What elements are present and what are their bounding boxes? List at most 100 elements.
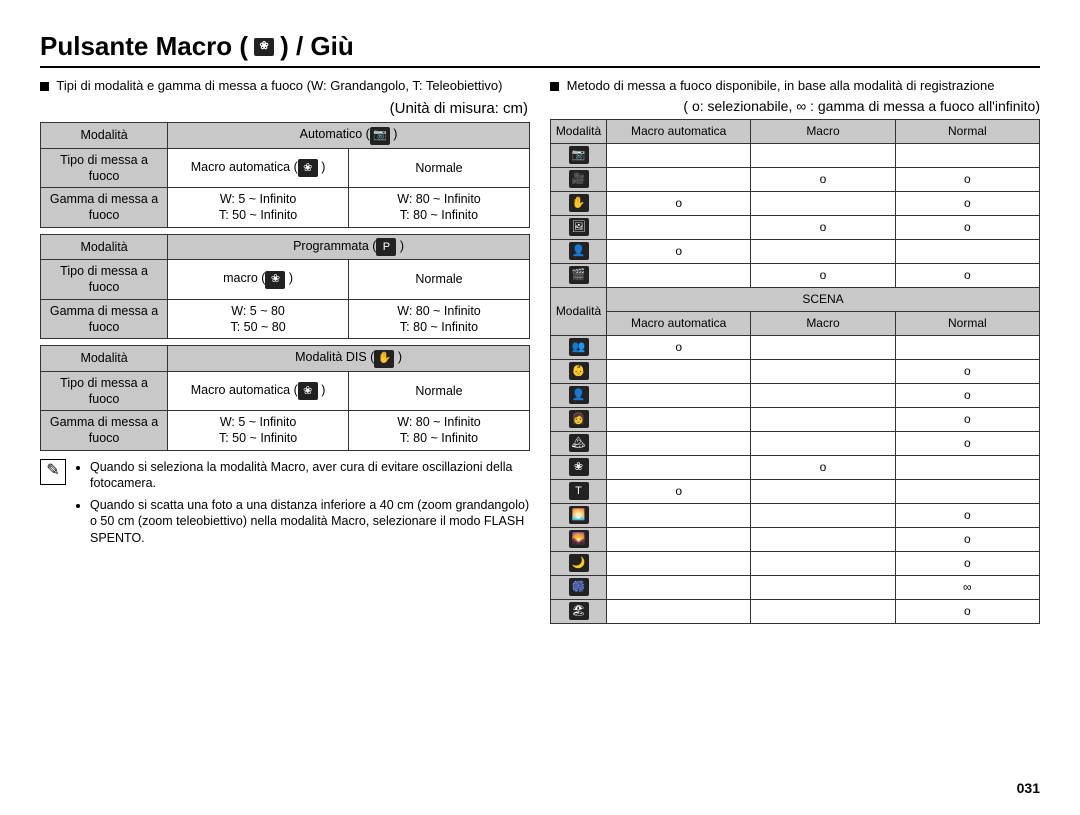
notes-list: Quando si seleziona la modalità Macro, a…	[76, 459, 530, 552]
range-label: Gamma di messa a fuoco	[41, 188, 168, 228]
mode-icon-3: 🖼	[569, 218, 589, 236]
grid-cell: o	[895, 503, 1039, 527]
grid-cell	[607, 527, 751, 551]
scene-mode-icon-5: ❀	[569, 458, 589, 476]
grid-cell	[751, 335, 895, 359]
grid-mode-icon: 👥	[551, 335, 607, 359]
grid-cell	[607, 383, 751, 407]
grid-mode-icon: 🌄	[551, 527, 607, 551]
focus-col1-icon: ❀	[265, 271, 285, 289]
range-label: Gamma di messa a fuoco	[41, 299, 168, 339]
grid-mode-icon: 🏔	[551, 431, 607, 455]
left-intro: Tipi di modalità e gamma di messa a fuoc…	[40, 78, 530, 95]
grid-cell	[607, 359, 751, 383]
spec-table-2: ModalitàModalità DIS (✋ )Tipo di messa a…	[40, 345, 530, 451]
grid-cell: o	[751, 263, 895, 287]
grid-mode-icon: 📷	[551, 143, 607, 167]
grid-cell	[607, 167, 751, 191]
grid-mode-header: Modalità	[551, 287, 607, 335]
note-item-1: Quando si scatta una foto a una distanza…	[90, 497, 530, 546]
grid-cell: o	[895, 215, 1039, 239]
bullet-square-icon	[550, 82, 559, 91]
scene-mode-icon-1: 👶	[569, 362, 589, 380]
grid-cell: o	[895, 263, 1039, 287]
grid-cell	[895, 335, 1039, 359]
left-column: Tipi di modalità e gamma di messa a fuoc…	[40, 78, 530, 624]
grid-cell	[751, 191, 895, 215]
scene-mode-icon-7: 🌅	[569, 506, 589, 524]
grid-mode-icon: 🎆	[551, 575, 607, 599]
grid-col-header-1: Macro	[751, 119, 895, 143]
grid-cell	[607, 455, 751, 479]
grid-cell: o	[895, 599, 1039, 623]
grid-cell: o	[895, 191, 1039, 215]
grid-cell	[607, 263, 751, 287]
grid-mode-icon: 🖼	[551, 215, 607, 239]
range-c1: W: 5 ~ 80T: 50 ~ 80	[168, 299, 349, 339]
grid-cell	[751, 239, 895, 263]
spec-table-1: ModalitàProgrammata (P )Tipo di messa a …	[40, 234, 530, 340]
mode-icon: P	[376, 238, 396, 256]
scene-mode-icon-9: 🌙	[569, 554, 589, 572]
left-intro-text: Tipi di modalità e gamma di messa a fuoc…	[56, 78, 502, 93]
grid-cell	[751, 551, 895, 575]
grid-cell	[751, 503, 895, 527]
focus-col1-icon: ❀	[298, 159, 318, 177]
grid-cell	[751, 143, 895, 167]
range-c2: W: 80 ~ InfinitoT: 80 ~ Infinito	[349, 299, 530, 339]
mode-icon-0: 📷	[569, 146, 589, 164]
bullet-square-icon	[40, 82, 49, 91]
scene-mode-icon-4: 🏔	[569, 434, 589, 452]
grid-mode-icon: T	[551, 479, 607, 503]
grid-cell	[751, 359, 895, 383]
mode-icon-5: 🎬	[569, 266, 589, 284]
focus-type-label: Tipo di messa a fuoco	[41, 260, 168, 300]
grid-cell: o	[751, 215, 895, 239]
mode-value: Modalità DIS (✋ )	[168, 346, 530, 372]
scene-mode-icon-10: 🎆	[569, 578, 589, 596]
mode-icon-2: ✋	[569, 194, 589, 212]
grid-cell: o	[607, 335, 751, 359]
mode-label: Modalità	[41, 234, 168, 260]
range-c2: W: 80 ~ InfinitoT: 80 ~ Infinito	[349, 411, 530, 451]
grid-cell	[607, 143, 751, 167]
grid-col-header-1: Macro	[751, 311, 895, 335]
scene-mode-icon-6: T	[569, 482, 589, 500]
mode-icon: 📷	[370, 127, 390, 145]
right-column: Metodo di messa a fuoco disponibile, in …	[550, 78, 1040, 624]
grid-cell	[751, 527, 895, 551]
grid-cell	[895, 479, 1039, 503]
range-label: Gamma di messa a fuoco	[41, 411, 168, 451]
focus-type-col2: Normale	[349, 371, 530, 411]
grid-mode-icon: ✋	[551, 191, 607, 215]
focus-grid-table: ModalitàMacro automaticaMacroNormal📷🎥oo✋…	[550, 119, 1040, 624]
macro-flower-icon: ❀	[254, 38, 274, 56]
grid-cell	[751, 575, 895, 599]
right-intro-text: Metodo di messa a fuoco disponibile, in …	[567, 78, 995, 93]
grid-mode-icon: 🌙	[551, 551, 607, 575]
scena-header: SCENA	[607, 287, 1040, 311]
mode-icon-4: 👤	[569, 242, 589, 260]
focus-type-label: Tipo di messa a fuoco	[41, 148, 168, 188]
grid-mode-icon: 🎬	[551, 263, 607, 287]
grid-cell	[607, 431, 751, 455]
note-pencil-icon: ✎	[40, 459, 66, 485]
grid-cell: o	[607, 239, 751, 263]
grid-col-header-0: Macro automatica	[607, 311, 751, 335]
grid-cell: o	[895, 359, 1039, 383]
grid-cell	[607, 551, 751, 575]
focus-type-col1: macro (❀ )	[168, 260, 349, 300]
grid-cell	[751, 599, 895, 623]
grid-mode-icon: 👩	[551, 407, 607, 431]
right-legend: ( o: selezionabile, ∞ : gamma di messa a…	[550, 97, 1040, 115]
focus-type-col2: Normale	[349, 260, 530, 300]
grid-mode-icon: 👶	[551, 359, 607, 383]
grid-cell: o	[751, 455, 895, 479]
grid-cell: o	[895, 383, 1039, 407]
scene-mode-icon-3: 👩	[569, 410, 589, 428]
focus-col1-icon: ❀	[298, 382, 318, 400]
grid-mode-icon: ❀	[551, 455, 607, 479]
grid-cell: o	[895, 431, 1039, 455]
grid-cell: o	[607, 191, 751, 215]
grid-mode-header: Modalità	[551, 119, 607, 143]
